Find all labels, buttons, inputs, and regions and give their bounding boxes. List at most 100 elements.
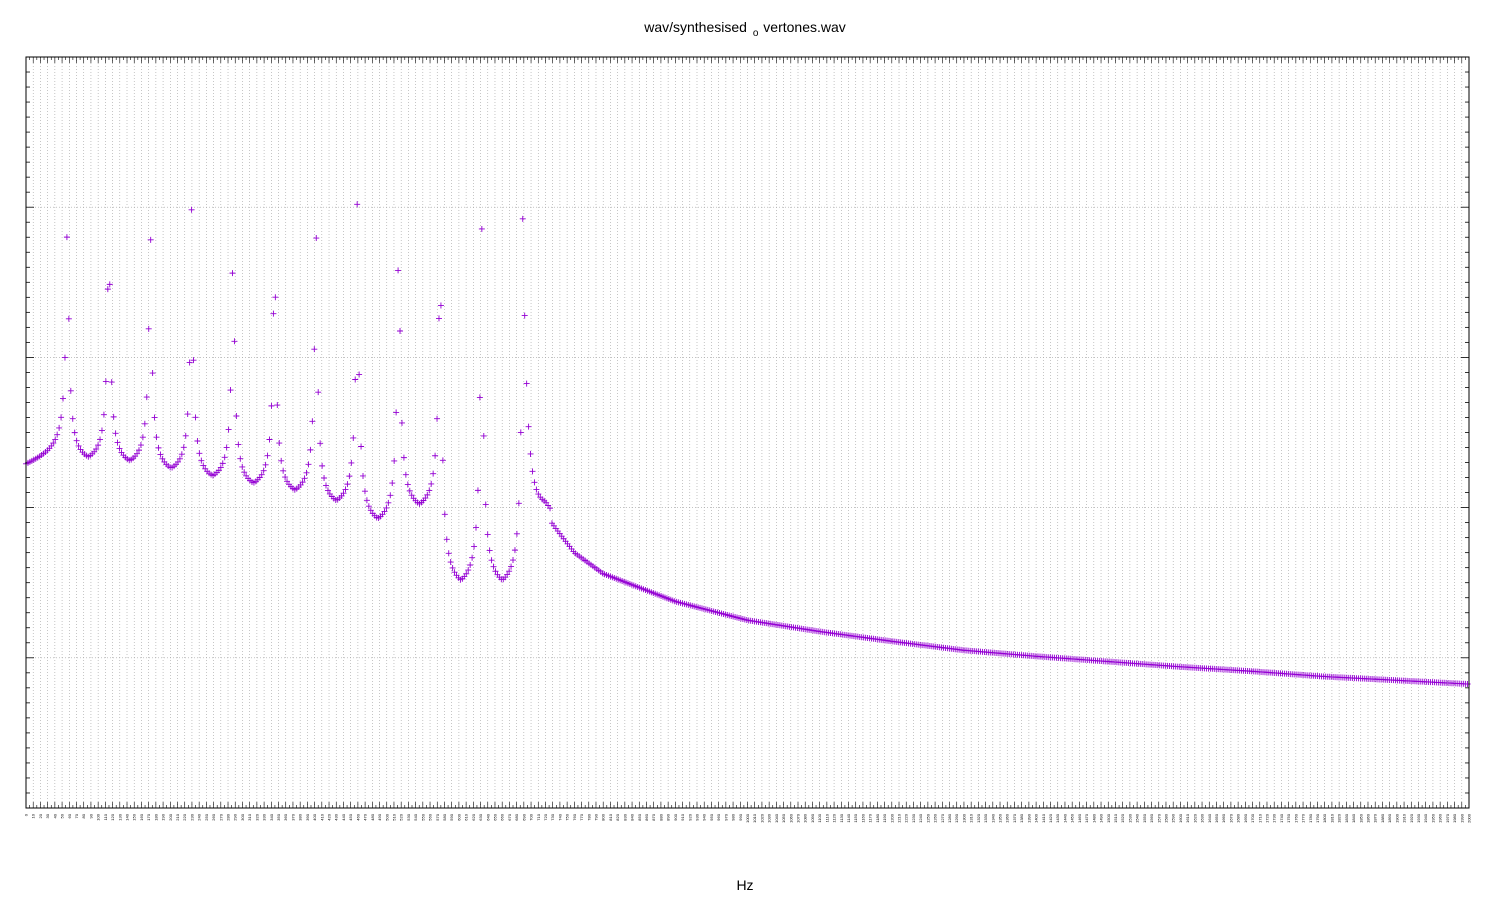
x-tick-label: 420 [327,813,332,820]
data-point [467,562,474,568]
x-tick-label: 1280 [947,813,952,823]
data-point [449,564,456,571]
data-point [471,543,478,550]
data-point [465,567,472,574]
x-tick-label: 80 [81,813,86,818]
data-point [476,394,483,401]
x-tick-label: 710 [536,813,541,820]
data-point [408,492,415,499]
data-point [280,467,287,474]
x-tick-label: 680 [514,813,519,820]
x-tick-label: 610 [464,813,469,820]
data-point [348,459,355,466]
x-tick-label: 1370 [1012,813,1017,823]
x-tick-label: 550 [420,813,425,820]
x-tick-label: 1210 [897,813,902,823]
data-point [223,444,230,451]
data-point [73,437,80,444]
data-point [313,235,320,242]
data-point [531,479,538,486]
x-tick-label: 1250 [925,813,930,823]
axis-ticks [25,56,1470,809]
data-point [1464,681,1471,688]
data-point [184,411,191,418]
x-tick-label: 1740 [1279,813,1284,823]
x-tick-label: 1470 [1084,813,1089,823]
data-point [239,463,246,470]
data-point [432,452,439,459]
x-tick-label: 50 [60,813,65,818]
data-point [463,570,470,577]
x-tick-label: 1920 [1409,813,1414,823]
x-tick-label: 910 [680,813,685,820]
x-tick-label: 0 [24,813,29,816]
x-tick-label: 350 [276,813,281,820]
x-tick-label: 1940 [1423,813,1428,823]
data-point [395,267,402,274]
x-tick-label: 490 [377,813,382,820]
data-point [114,439,121,446]
x-tick-label: 1850 [1358,813,1363,823]
x-tick-label: 250 [204,813,209,820]
data-point [504,571,511,578]
x-tick-label: 650 [492,813,497,820]
data-point [469,554,476,561]
data-point [356,371,363,378]
data-point [315,389,322,396]
x-tick-label: 1610 [1185,813,1190,823]
x-tick-label: 990 [738,813,743,820]
data-point [188,206,195,213]
data-point [317,440,324,447]
data-point [521,312,528,319]
x-tick-label: 360 [283,813,288,820]
data-point [67,387,74,394]
data-point [139,434,146,441]
data-point [282,474,289,481]
x-tick-label: 1350 [998,813,1003,823]
data-point [424,491,431,498]
x-tick-label: 560 [428,813,433,820]
x-tick-label: 1230 [911,813,916,823]
x-tick-label: 1880 [1380,813,1385,823]
x-tick-label: 1510 [1113,813,1118,823]
x-tick-label: 1790 [1315,813,1320,823]
x-tick-label: 1410 [1041,813,1046,823]
x-tick-label: 1560 [1149,813,1154,823]
x-tick-label: 110 [103,813,108,820]
data-point [344,481,351,488]
x-tick-label: 1120 [832,813,837,822]
x-tick-label: 1650 [1214,813,1219,823]
x-tick-label: 600 [456,813,461,820]
x-tick-label: 580 [442,813,447,820]
data-point [264,452,271,459]
x-tick-label: 530 [406,813,411,820]
x-tick-label: 920 [687,813,692,820]
x-tick-label: 1580 [1163,813,1168,823]
data-point [58,414,65,421]
x-tick-label: 320 [254,813,259,820]
data-point [108,379,115,386]
x-tick-label: 300 [240,813,245,820]
data-point [321,475,328,482]
x-tick-label: 930 [694,813,699,820]
x-tick-label: 1970 [1445,813,1450,823]
x-tick-label: 340 [269,813,274,820]
x-tick-label: 1670 [1228,813,1233,823]
x-tick-label: 1240 [918,813,923,823]
x-tick-label: 1130 [839,813,844,822]
x-tick-label: 1810 [1329,813,1334,823]
data-point [268,402,275,409]
data-point [194,438,201,444]
data-point [324,487,331,494]
x-tick-label: 510 [391,813,396,820]
x-tick-label: 720 [543,813,548,820]
data-point [178,451,185,458]
x-tick-label: 1890 [1387,813,1392,823]
x-tick-label: 1860 [1365,813,1370,823]
x-tick-label: 700 [529,813,534,820]
x-tick-label: 1320 [976,813,981,823]
data-point [508,563,515,570]
data-point [365,503,372,510]
x-tick-label: 450 [348,813,353,820]
data-point [385,499,392,506]
